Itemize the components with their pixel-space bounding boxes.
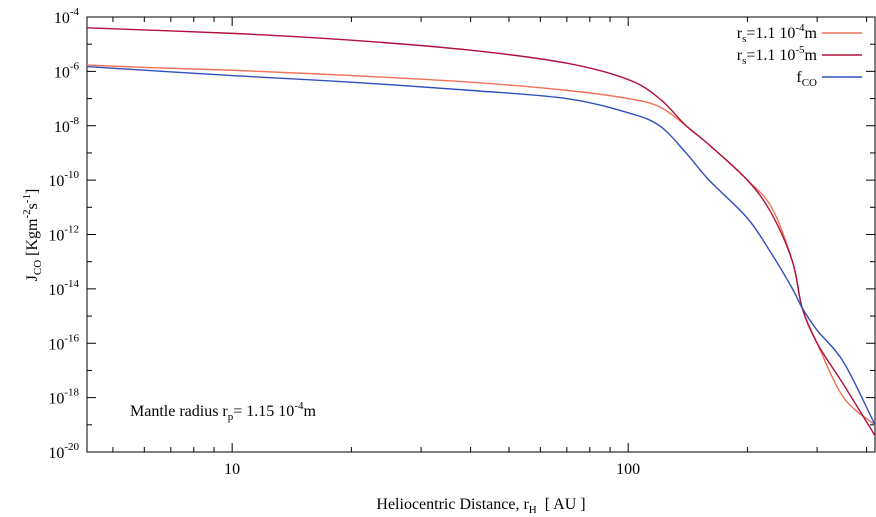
legend-label: fCO <box>796 69 817 89</box>
y-axis-title: JCO [Kgm-2s-1] <box>21 189 44 282</box>
series-line-rs-1e-4 <box>87 64 875 426</box>
y-tick-label: 10-14 <box>48 278 79 299</box>
mantle-radius-annotation: Mantle radius rp= 1.15 10-4m <box>130 400 316 423</box>
y-tick-label: 10-8 <box>54 115 80 136</box>
x-tick-label: 10 <box>224 461 240 478</box>
y-tick-label: 10-20 <box>48 441 79 462</box>
legend-label: rs=1.1 10-4m <box>737 22 818 45</box>
x-axis-title: Heliocentric Distance, rH [ AU ] <box>376 496 585 516</box>
legend-label: rs=1.1 10-5m <box>737 44 818 67</box>
series-line-rs-1e-5 <box>87 27 875 436</box>
y-tick-label: 10-6 <box>54 60 80 81</box>
legend-entry-rs-1e-5: rs=1.1 10-5m <box>737 44 862 67</box>
legend-entry-rs-1e-4: rs=1.1 10-4m <box>737 22 862 45</box>
x-tick-label: 100 <box>616 461 640 478</box>
y-tick-label: 10-12 <box>48 224 79 245</box>
legend-entry-fco: fCO <box>796 69 862 89</box>
y-tick-label: 10-16 <box>48 332 79 353</box>
y-tick-label: 10-10 <box>48 169 79 190</box>
series-line-fco <box>87 65 875 426</box>
y-tick-label: 10-4 <box>54 6 80 27</box>
y-tick-label: 10-18 <box>48 387 79 408</box>
